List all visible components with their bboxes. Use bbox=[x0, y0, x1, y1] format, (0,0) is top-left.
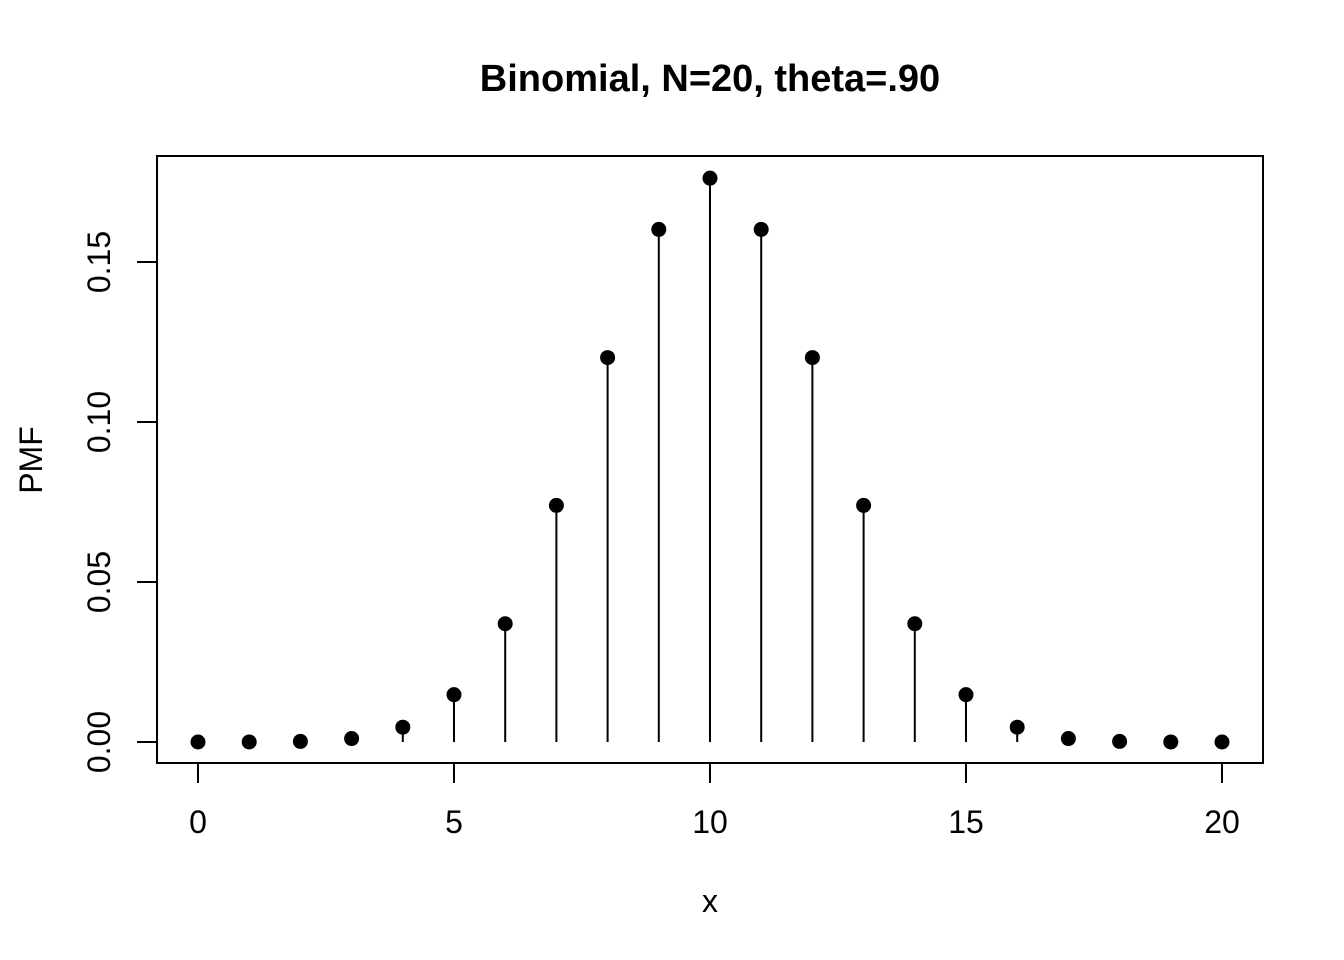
data-point-dot bbox=[907, 616, 923, 632]
y-tick-label: 0.10 bbox=[81, 391, 117, 453]
x-tick-label: 15 bbox=[948, 804, 984, 840]
data-point-dot bbox=[1163, 734, 1179, 750]
x-tick-label: 5 bbox=[445, 804, 463, 840]
x-tick-label: 10 bbox=[692, 804, 728, 840]
x-tick-label: 20 bbox=[1204, 804, 1240, 840]
data-point-dot bbox=[651, 221, 667, 237]
data-point-dot bbox=[292, 733, 308, 749]
data-point-dot bbox=[548, 497, 564, 513]
data-point-dot bbox=[190, 734, 206, 750]
y-tick-label: 0.00 bbox=[81, 711, 117, 773]
data-point-dot bbox=[958, 687, 974, 703]
data-point-dot bbox=[856, 497, 872, 513]
data-point-dot bbox=[1060, 731, 1076, 747]
data-point-dot bbox=[1112, 733, 1128, 749]
data-point-dot bbox=[446, 687, 462, 703]
x-tick-label: 0 bbox=[189, 804, 207, 840]
x-axis: 0 5 10 15 20 bbox=[189, 763, 1240, 840]
y-tick-label: 0.05 bbox=[81, 551, 117, 613]
data-point-dot bbox=[702, 170, 718, 186]
data-points bbox=[190, 170, 1230, 750]
data-point-dot bbox=[497, 616, 513, 632]
data-point-dot bbox=[344, 731, 360, 747]
data-point-dot bbox=[600, 350, 616, 366]
data-point-dot bbox=[804, 350, 820, 366]
chart-title: Binomial, N=20, theta=.90 bbox=[480, 58, 940, 100]
stem-lines bbox=[197, 178, 1223, 742]
y-axis-label: PMF bbox=[13, 426, 49, 494]
data-point-dot bbox=[241, 734, 257, 750]
y-axis: 0.00 0.05 0.10 0.15 bbox=[81, 231, 157, 773]
data-point-dot bbox=[395, 719, 411, 735]
data-point-dot bbox=[753, 221, 769, 237]
data-point-dot bbox=[1009, 719, 1025, 735]
x-axis-label: x bbox=[702, 883, 718, 919]
data-point-dot bbox=[1214, 734, 1230, 750]
y-tick-label: 0.15 bbox=[81, 231, 117, 293]
